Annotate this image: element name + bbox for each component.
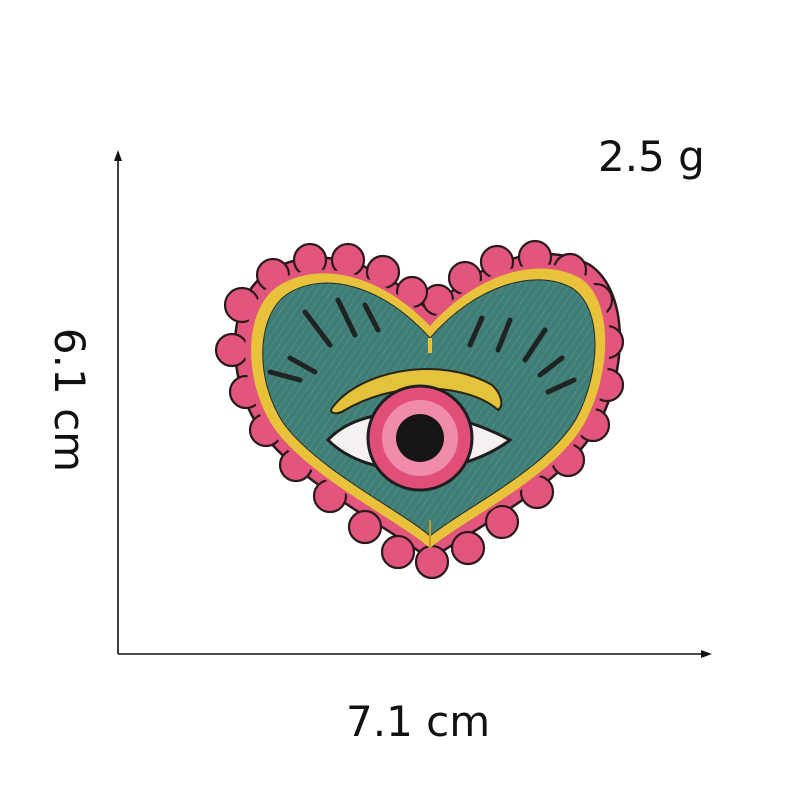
- width-label: 7.1 cm: [346, 697, 491, 746]
- weight-label: 2.5 g: [598, 132, 705, 181]
- height-label: 6.1 cm: [45, 327, 94, 473]
- horizontal-arrowhead-icon: [701, 650, 712, 658]
- eyebrow: [330, 368, 503, 415]
- vertical-arrowhead-icon: [114, 150, 122, 161]
- pupil: [396, 414, 444, 462]
- eye-rays: [267, 297, 577, 395]
